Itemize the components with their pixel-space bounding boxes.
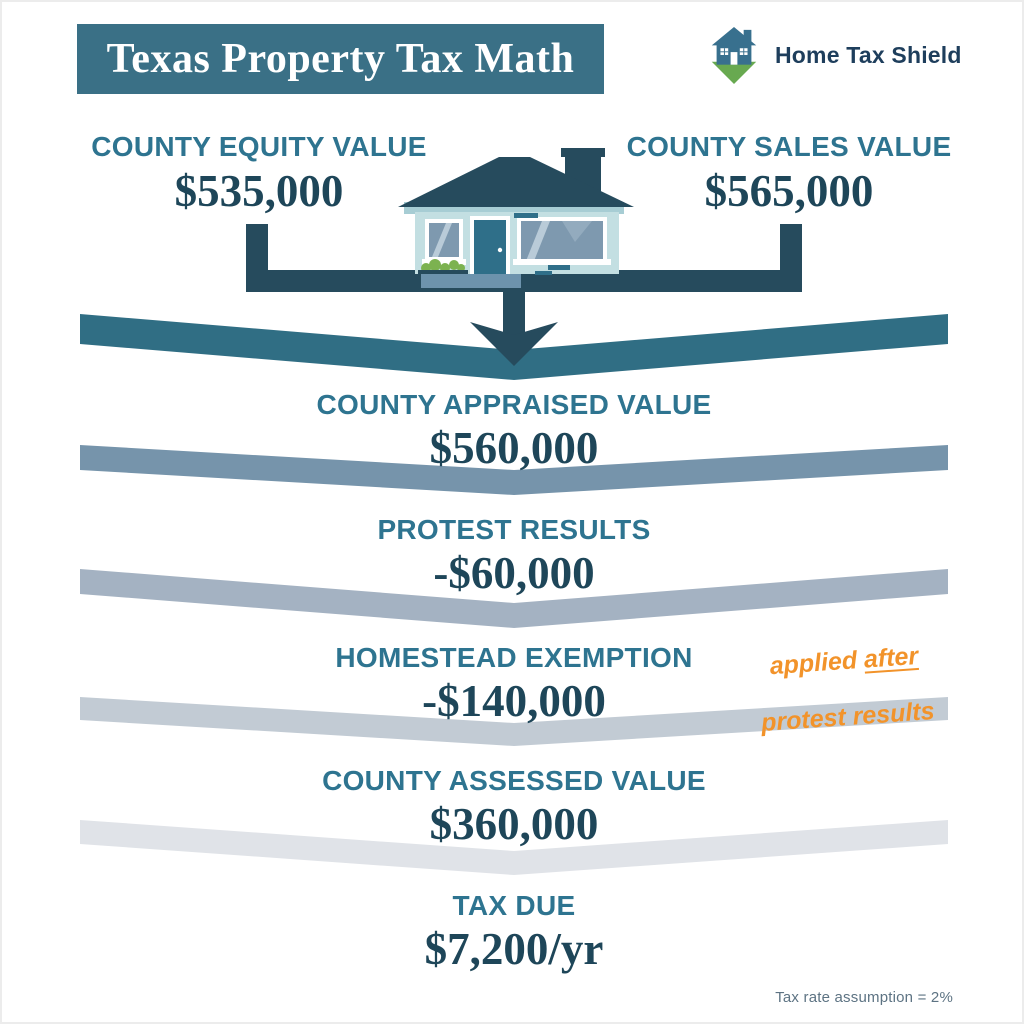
- page-title: Texas Property Tax Math: [106, 36, 575, 82]
- county-appraised-value-block: COUNTY APPRAISED VALUE $560,000: [2, 389, 1022, 474]
- protest-results-label: PROTEST RESULTS: [377, 514, 651, 545]
- note-line2: protest results: [760, 696, 936, 737]
- county-sales-value-label: COUNTY SALES VALUE: [626, 131, 952, 162]
- funnel-band-5: [80, 820, 948, 875]
- brand-logo: Home Tax Shield: [705, 20, 1005, 90]
- county-equity-value-label: COUNTY EQUITY VALUE: [91, 131, 427, 162]
- funnel-band-1: [80, 314, 948, 380]
- county-assessed-value-label: COUNTY ASSESSED VALUE: [322, 765, 706, 796]
- protest-results-amount: -$60,000: [433, 548, 595, 598]
- note-line1-underlined: after: [863, 641, 920, 674]
- county-equity-value-amount: $535,000: [174, 166, 344, 216]
- merge-bracket: [246, 224, 802, 292]
- county-equity-value-block: COUNTY EQUITY VALUE $535,000: [59, 131, 459, 217]
- tax-rate-footnote: Tax rate assumption = 2%: [775, 989, 953, 1006]
- tax-due-label: TAX DUE: [452, 890, 576, 921]
- brand-name: Home Tax Shield: [775, 41, 962, 68]
- homestead-exemption-label: HOMESTEAD EXEMPTION: [335, 642, 693, 673]
- county-sales-value-block: COUNTY SALES VALUE $565,000: [589, 131, 989, 217]
- tax-due-block: TAX DUE $7,200/yr: [2, 890, 1022, 975]
- county-assessed-value-amount: $360,000: [429, 799, 599, 849]
- homestead-exemption-amount: -$140,000: [422, 676, 606, 726]
- home-shield-icon: [711, 26, 757, 84]
- title-banner: Texas Property Tax Math: [77, 24, 604, 94]
- protest-results-block: PROTEST RESULTS -$60,000: [2, 514, 1022, 599]
- county-sales-value-amount: $565,000: [704, 166, 874, 216]
- house-illustration: [398, 148, 634, 288]
- county-appraised-value-amount: $560,000: [429, 423, 599, 473]
- county-appraised-value-label: COUNTY APPRAISED VALUE: [316, 389, 712, 420]
- funnel-band-3: [80, 569, 948, 628]
- homestead-exemption-block: HOMESTEAD EXEMPTION -$140,000: [2, 642, 1022, 727]
- tax-due-amount: $7,200/yr: [424, 924, 604, 974]
- down-arrow-icon: [470, 290, 558, 366]
- county-assessed-value-block: COUNTY ASSESSED VALUE $360,000: [2, 765, 1022, 850]
- note-line1-pre: applied: [768, 645, 865, 681]
- funnel-band-2: [80, 445, 948, 495]
- funnel-band-4: [80, 697, 948, 746]
- applied-after-note: applied after protest results: [709, 612, 954, 768]
